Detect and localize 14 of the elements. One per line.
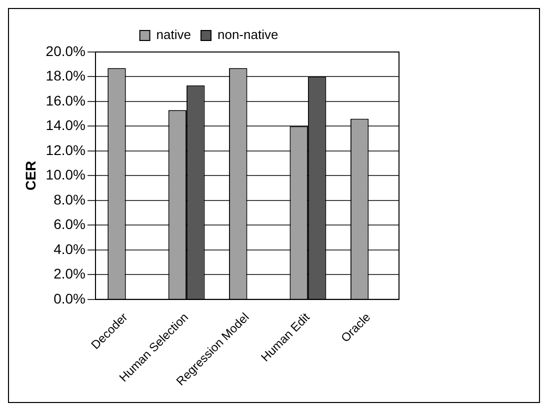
- y-tick-label: 2.0%: [54, 266, 86, 282]
- y-axis-title: CER: [22, 160, 38, 190]
- y-tick-label: 12.0%: [46, 142, 86, 158]
- y-tick-label: 4.0%: [54, 240, 86, 257]
- y-tick-label: 8.0%: [54, 191, 86, 208]
- y-tick-label: 16.0%: [46, 92, 86, 108]
- y-tick-label: 6.0%: [54, 216, 86, 232]
- legend-label: native: [156, 27, 192, 42]
- y-tick-label: 0.0%: [54, 290, 86, 306]
- legend-label: non-native: [217, 27, 278, 42]
- y-tick-label: 10.0%: [46, 166, 86, 183]
- y-tick-label: 14.0%: [46, 117, 86, 134]
- y-tick-label: 18.0%: [46, 68, 86, 84]
- y-tick-label: 20.0%: [46, 42, 86, 59]
